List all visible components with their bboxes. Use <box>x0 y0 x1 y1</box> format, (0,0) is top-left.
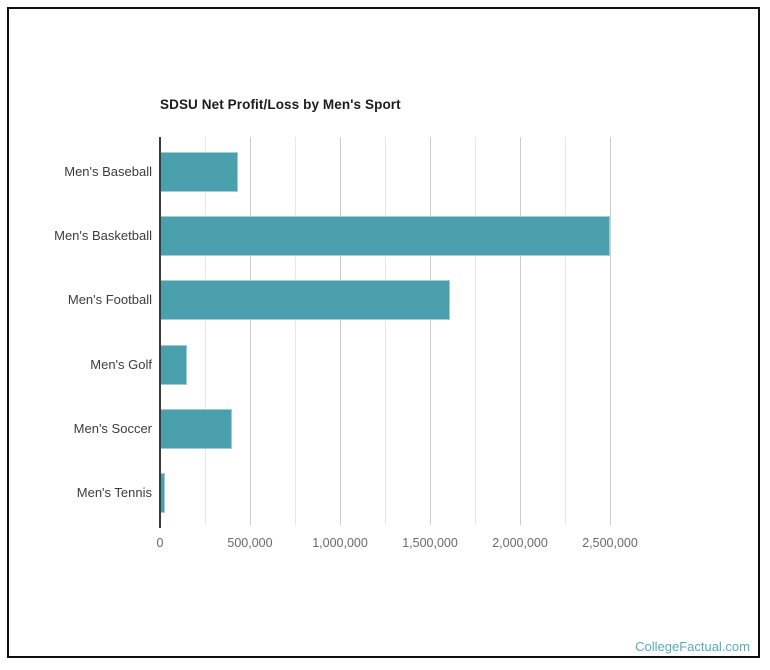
category-label-men-s-baseball: Men's Baseball <box>64 164 152 179</box>
bar-men-s-football <box>160 280 450 321</box>
plot-area <box>160 137 655 525</box>
minor-gridline <box>205 137 206 525</box>
major-gridline <box>610 137 611 525</box>
minor-gridline <box>295 137 296 525</box>
minor-gridline <box>475 137 476 525</box>
category-label-men-s-basketball: Men's Basketball <box>54 228 152 243</box>
chart-frame-border <box>7 7 760 658</box>
x-tick-label-1-000-000: 1,000,000 <box>312 536 368 550</box>
collegefactual-link[interactable]: CollegeFactual.com <box>635 639 750 654</box>
x-tick-label-1-500-000: 1,500,000 <box>402 536 458 550</box>
y-axis-line <box>159 137 161 528</box>
category-label-men-s-soccer: Men's Soccer <box>73 421 152 436</box>
category-label-men-s-tennis: Men's Tennis <box>76 485 152 500</box>
bar-men-s-baseball <box>160 152 238 193</box>
x-tick-label-0: 0 <box>156 536 164 550</box>
major-gridline <box>520 137 521 525</box>
major-gridline <box>340 137 341 525</box>
major-gridline <box>430 137 431 525</box>
major-gridline <box>250 137 251 525</box>
chart-title: SDSU Net Profit/Loss by Men's Sport <box>160 97 401 112</box>
minor-gridline <box>565 137 566 525</box>
x-tick-label-2-000-000: 2,000,000 <box>492 536 548 550</box>
category-label-men-s-football: Men's Football <box>67 292 152 307</box>
bar-men-s-basketball <box>160 216 610 257</box>
bar-men-s-golf <box>160 344 187 385</box>
x-tick-label-2-500-000: 2,500,000 <box>582 536 638 550</box>
x-tick-label-500-000: 500,000 <box>227 536 273 550</box>
minor-gridline <box>385 137 386 525</box>
bar-men-s-soccer <box>160 408 232 449</box>
category-label-men-s-golf: Men's Golf <box>90 357 152 372</box>
